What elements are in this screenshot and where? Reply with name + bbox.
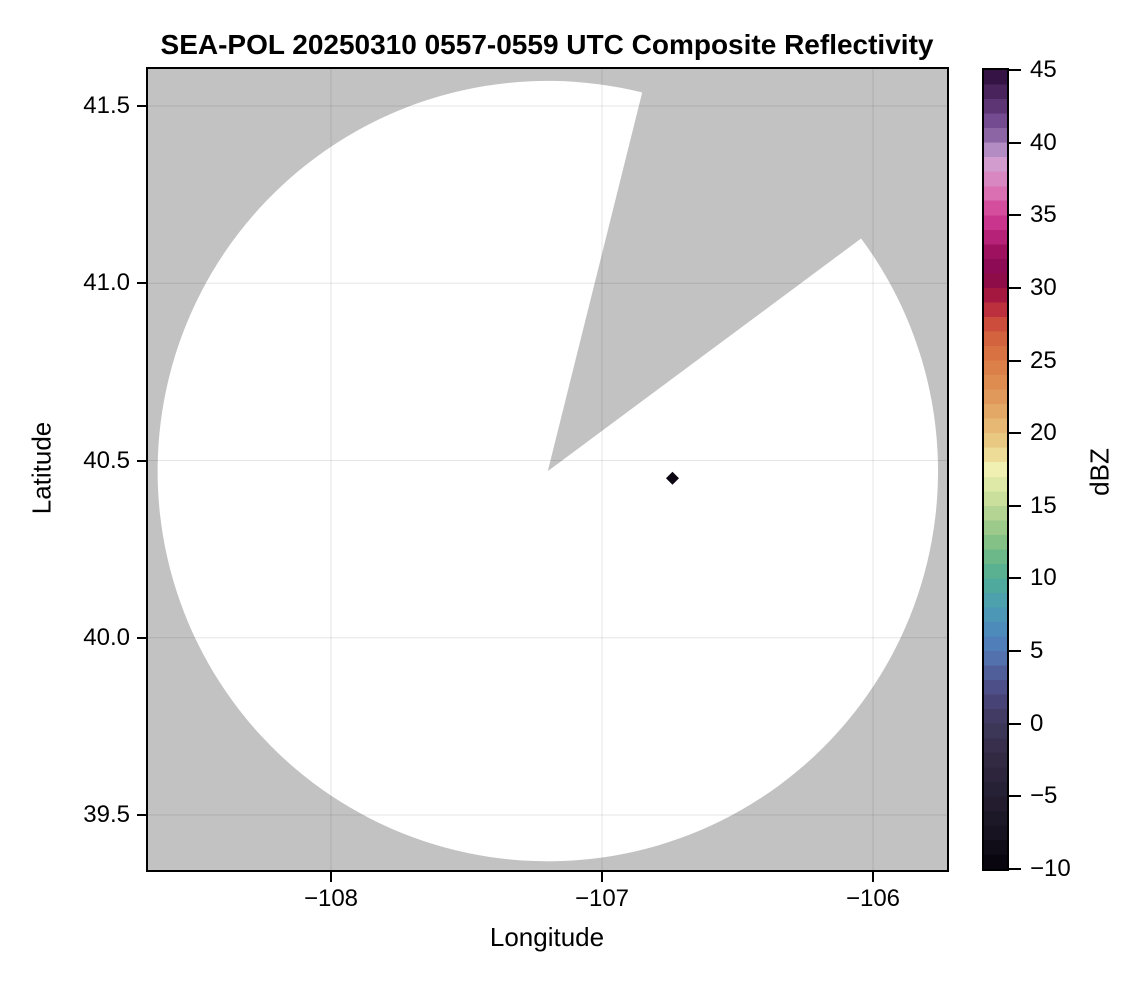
colorbar-tick-mark (1009, 722, 1021, 725)
y-tick-label: 39.5 (83, 801, 130, 828)
y-tick-mark (137, 459, 148, 462)
colorbar-tick-label: 10 (1030, 564, 1057, 592)
colorbar-tick-mark (1009, 650, 1021, 653)
radar-coverage-canvas (148, 69, 947, 870)
y-tick-mark (137, 282, 148, 285)
y-tick-label: 40.5 (83, 446, 130, 474)
colorbar-tick-label: −5 (1030, 782, 1058, 810)
colorbar-tick-label: 40 (1030, 128, 1057, 156)
x-tick-label: −106 (845, 885, 901, 912)
colorbar-tick-label: 35 (1030, 201, 1057, 229)
y-tick-label: 41.5 (83, 92, 130, 119)
colorbar (982, 68, 1009, 871)
colorbar-tick-mark (1009, 868, 1021, 870)
colorbar-tick-mark (1009, 504, 1021, 507)
reflectivity-echo-point (665, 471, 679, 485)
colorbar-label: dBZ (1084, 448, 1115, 496)
y-tick-label: 40.0 (83, 623, 130, 651)
x-axis-label: Longitude (489, 922, 605, 952)
y-tick-mark (137, 814, 148, 816)
colorbar-tick-mark (1009, 359, 1021, 362)
colorbar-tick-label: 5 (1030, 637, 1044, 665)
colorbar-tick-label: −10 (1030, 855, 1071, 882)
colorbar-tick-label: 30 (1030, 273, 1057, 301)
plot-title: SEA-POL 20250310 0557-0559 UTC Composite… (160, 29, 934, 60)
colorbar-tick-label: 20 (1030, 419, 1057, 447)
colorbar-tick-mark (1009, 286, 1021, 289)
y-tick-mark (137, 636, 148, 639)
colorbar-tick-label: 15 (1030, 491, 1057, 519)
colorbar-tick-label: 25 (1030, 346, 1057, 374)
y-tick-mark (137, 105, 148, 107)
colorbar-tick-mark (1009, 577, 1021, 580)
colorbar-tick-mark (1009, 795, 1021, 798)
colorbar-tick-label: 0 (1030, 709, 1044, 737)
colorbar-tick-mark (1009, 69, 1021, 71)
x-tick-label: −107 (574, 885, 630, 912)
colorbar-tick-label: 45 (1030, 56, 1057, 83)
y-tick-label: 41.0 (83, 269, 130, 297)
map-axes (146, 67, 949, 872)
radar-coverage-area (157, 80, 939, 862)
x-tick-mark (330, 871, 332, 882)
colorbar-tick-mark (1009, 214, 1021, 217)
x-tick-label: −108 (303, 885, 359, 912)
colorbar-tick-mark (1009, 432, 1021, 435)
colorbar-tick-mark (1009, 141, 1021, 144)
x-tick-mark (872, 871, 874, 882)
x-tick-mark (601, 871, 603, 882)
